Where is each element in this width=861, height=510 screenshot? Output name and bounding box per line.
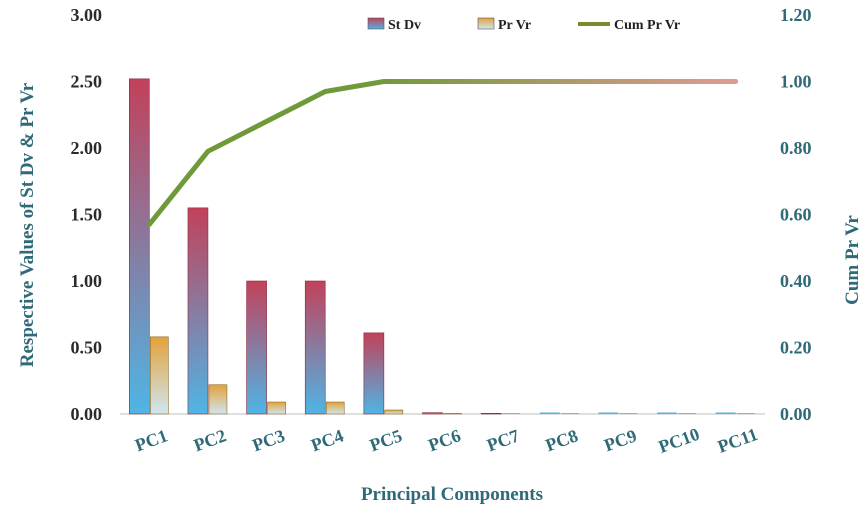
cum-line-group (146, 79, 739, 227)
x-axis-ticks: PC1 PC2 PC3 PC4 PC5 PC6 PC7 PC8 PC9 PC10 PC11 (132, 424, 760, 457)
bar-prvr-pc10 (678, 413, 697, 414)
left-tick-label: 3.00 (71, 5, 103, 25)
left-axis-ticks: 0.00 0.50 1.00 1.50 2.00 2.50 3.00 (71, 5, 103, 424)
x-tick-label: PC7 (484, 425, 522, 455)
bar-prvr-pc8 (560, 413, 579, 414)
left-tick-label: 2.00 (71, 138, 103, 158)
x-tick-label: PC2 (191, 425, 229, 455)
x-tick-label: PC6 (426, 425, 464, 455)
right-tick-label: 0.00 (780, 404, 812, 424)
legend-label-prvr: Pr Vr (498, 18, 531, 33)
right-tick-label: 0.80 (780, 138, 812, 158)
left-tick-label: 1.00 (71, 271, 103, 291)
x-tick-label: PC11 (715, 424, 760, 457)
y-axis-title-right: Cum Pr Vr (842, 215, 861, 305)
bar-prvr-pc4 (325, 401, 345, 415)
plot-area: 0.00 0.50 1.00 1.50 2.00 2.50 3.00 0.00 0.20 0.4… (71, 5, 812, 457)
x-axis-title: Principal Components (361, 484, 543, 505)
right-tick-label: 0.60 (780, 205, 812, 225)
right-tick-label: 1.20 (780, 5, 812, 25)
bar-prvr-pc1 (150, 336, 169, 415)
x-tick-label: PC9 (601, 425, 639, 455)
bar-prvr-pc6 (443, 413, 462, 415)
cum-prvr-line (146, 79, 739, 227)
bar-stdv-pc4 (304, 280, 326, 415)
bar-stdv-pc1 (129, 78, 150, 415)
bars-group (129, 78, 755, 415)
left-tick-label: 1.50 (71, 205, 103, 225)
bar-stdv-pc5 (363, 332, 385, 415)
bar-stdv-pc6 (422, 412, 443, 415)
x-tick-label: PC10 (656, 424, 702, 457)
right-tick-label: 0.20 (780, 338, 812, 358)
bar-stdv-pc2 (187, 207, 209, 415)
bar-stdv-pc9 (598, 412, 619, 414)
bar-prvr-pc7 (502, 413, 521, 414)
legend-label-cumprvr: Cum Pr Vr (614, 18, 680, 33)
x-tick-label: PC1 (132, 425, 170, 455)
left-tick-label: 0.50 (71, 338, 103, 358)
bar-prvr-pc3 (267, 401, 286, 415)
bar-prvr-pc9 (619, 413, 638, 414)
left-tick-label: 0.00 (71, 404, 103, 424)
bar-stdv-pc10 (657, 412, 678, 414)
legend-item-prvr: Pr Vr (477, 17, 531, 33)
bar-prvr-pc2 (208, 384, 228, 415)
bar-stdv-pc11 (715, 412, 736, 414)
x-tick-label: PC4 (308, 425, 346, 455)
legend-label-stdv: St Dv (388, 18, 421, 33)
bar-stdv-pc7 (480, 413, 502, 415)
left-tick-label: 2.50 (71, 72, 103, 92)
legend: St Dv Pr Vr Cum Pr Vr (367, 17, 680, 33)
legend-item-cumprvr: Cum Pr Vr (578, 18, 680, 33)
bar-stdv-pc3 (246, 280, 267, 415)
right-axis-ticks: 0.00 0.20 0.40 0.60 0.80 1.00 1.20 (780, 5, 812, 424)
y-axis-title-left: Respective Values of St Dv & Pr Vr (17, 82, 38, 367)
legend-item-stdv: St Dv (367, 17, 421, 33)
right-tick-label: 1.00 (780, 72, 812, 92)
bar-stdv-pc8 (539, 412, 560, 414)
legend-swatch-stdv (367, 17, 385, 30)
bar-prvr-pc5 (384, 409, 404, 415)
bar-prvr-pc11 (736, 413, 755, 414)
x-tick-label: PC8 (543, 425, 581, 455)
right-tick-label: 0.40 (780, 271, 812, 291)
x-tick-label: PC5 (367, 425, 405, 455)
legend-swatch-prvr (477, 17, 495, 30)
x-tick-label: PC3 (250, 425, 288, 455)
